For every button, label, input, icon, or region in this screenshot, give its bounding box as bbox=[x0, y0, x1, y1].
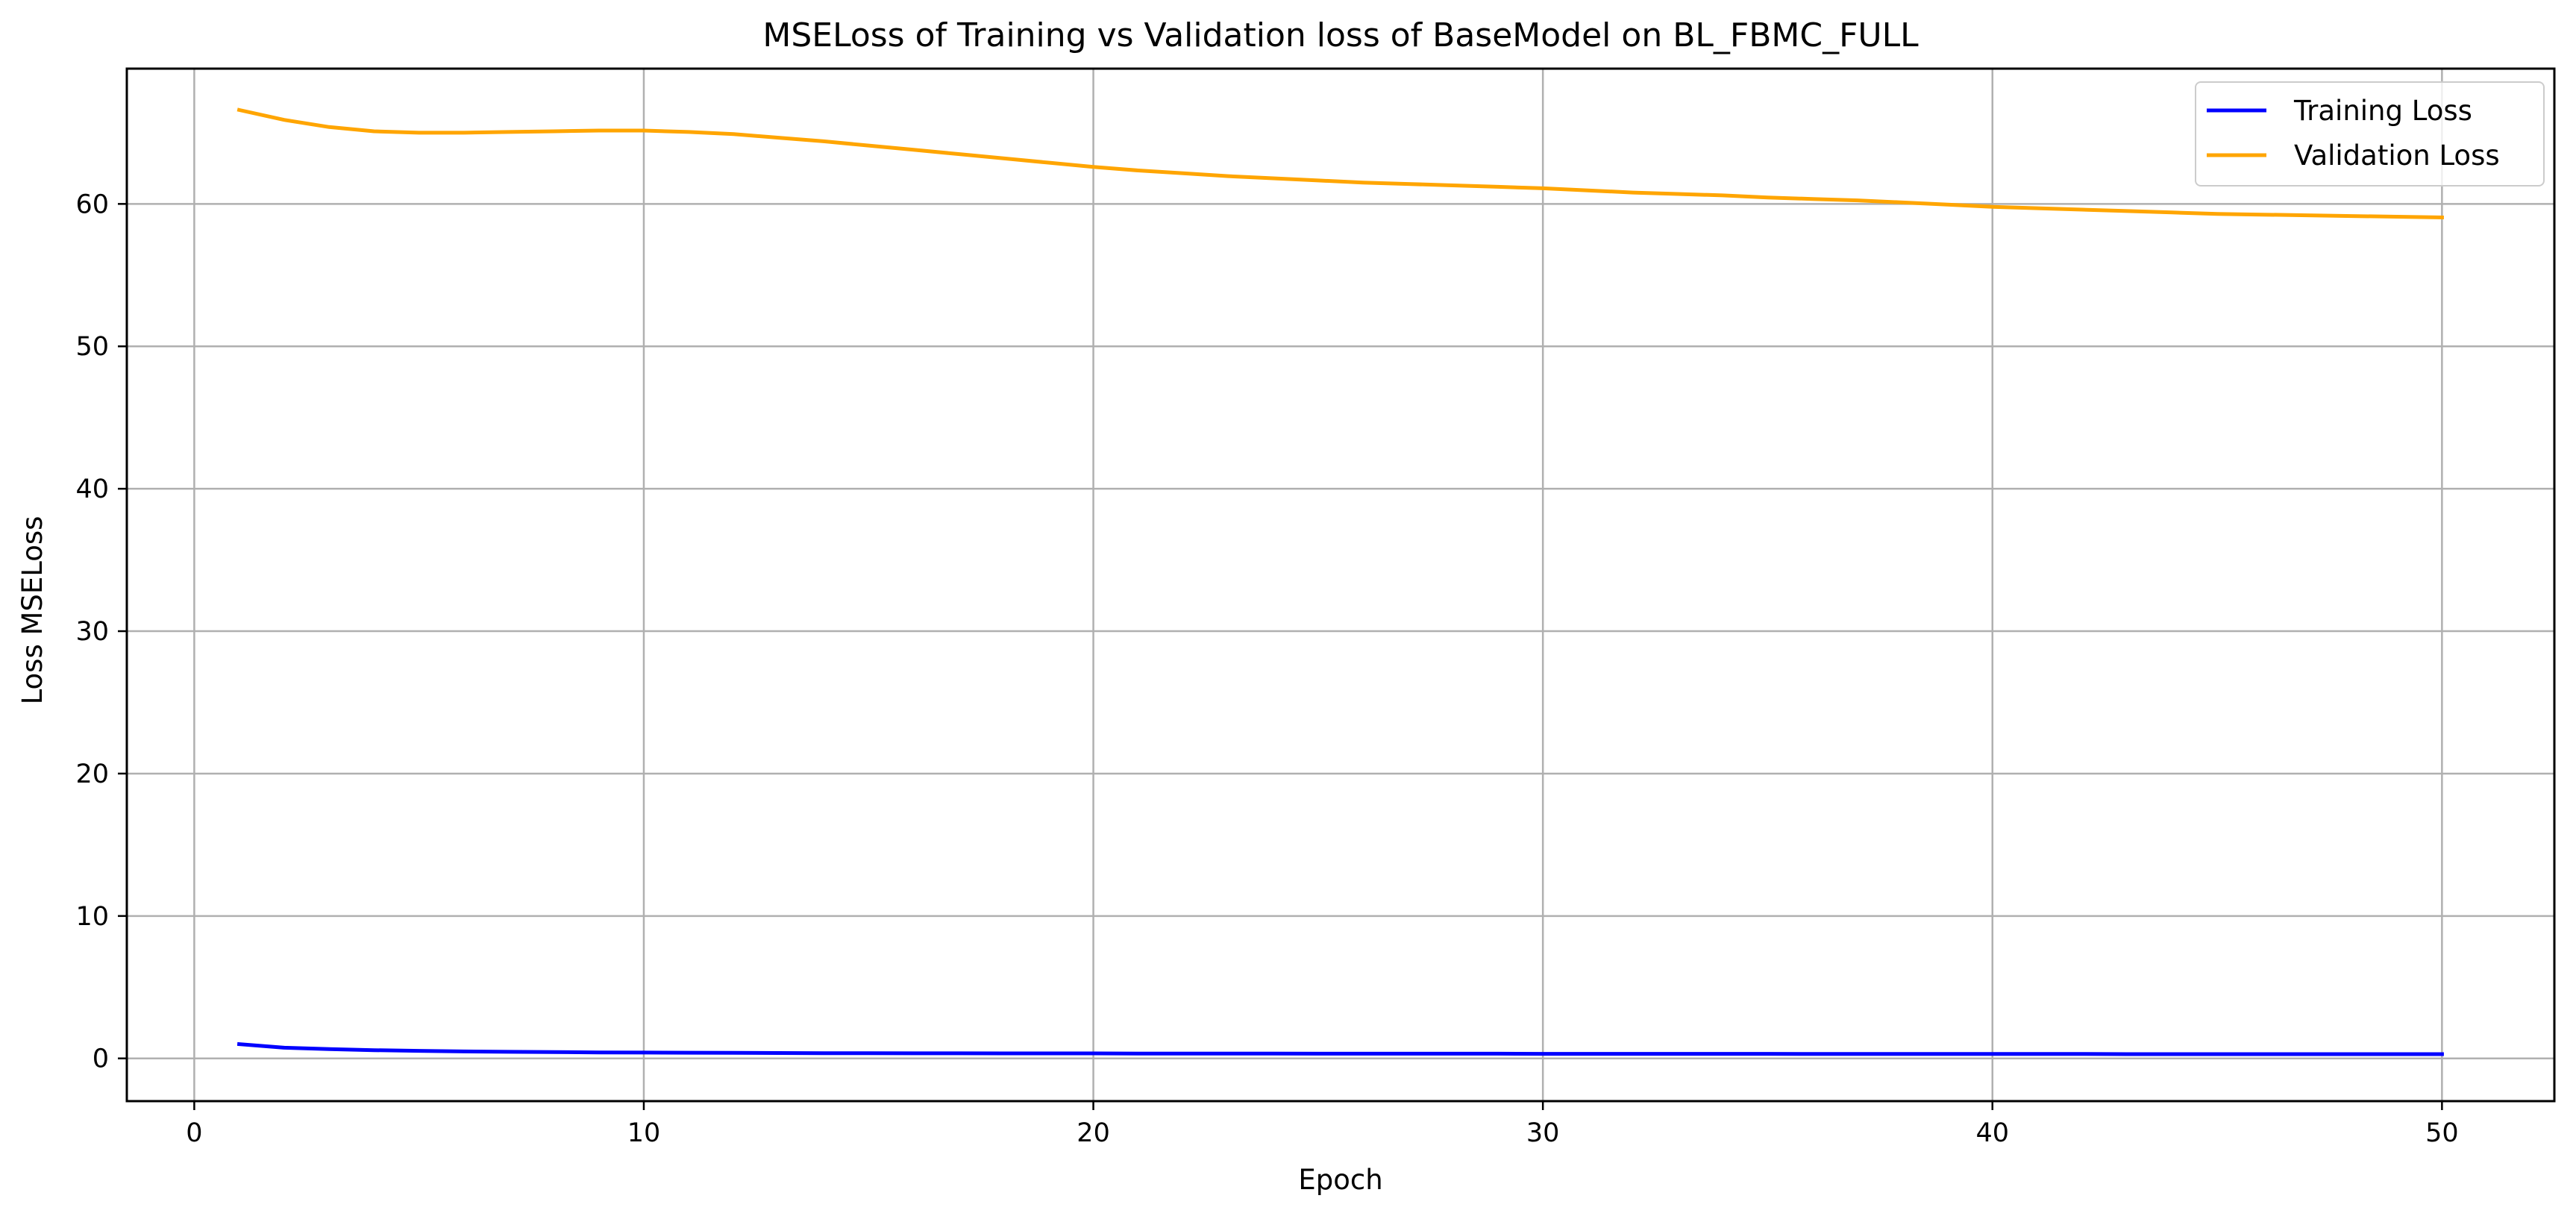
x-tick-label: 40 bbox=[1975, 1118, 2009, 1148]
chart-title: MSELoss of Training vs Validation loss o… bbox=[762, 16, 1919, 54]
x-tick-label: 0 bbox=[186, 1118, 202, 1148]
y-tick-label: 0 bbox=[93, 1044, 109, 1074]
y-tick-label: 40 bbox=[75, 474, 109, 504]
x-tick-label: 50 bbox=[2425, 1118, 2459, 1148]
y-tick-label: 60 bbox=[75, 189, 109, 219]
x-tick-label: 30 bbox=[1526, 1118, 1560, 1148]
legend-label-training: Training Loss bbox=[2293, 95, 2472, 127]
grid-lines bbox=[127, 69, 2554, 1101]
series-lines bbox=[236, 107, 2444, 1056]
y-tick-label: 10 bbox=[75, 902, 109, 932]
y-tick-label: 20 bbox=[75, 759, 109, 789]
x-tick-label: 10 bbox=[627, 1118, 661, 1148]
y-tick-label: 50 bbox=[75, 332, 109, 362]
x-axis-ticks: 0 10 20 30 40 50 bbox=[186, 1101, 2459, 1148]
y-tick-label: 30 bbox=[75, 617, 109, 647]
y-axis-ticks: 0 10 20 30 40 50 60 bbox=[75, 189, 127, 1074]
legend-label-validation: Validation Loss bbox=[2294, 140, 2500, 172]
legend: Training Loss Validation Loss bbox=[2195, 81, 2545, 187]
series-line-training-loss bbox=[236, 1041, 2444, 1056]
y-axis-label: Loss MSELoss bbox=[16, 516, 48, 705]
legend-box bbox=[2195, 81, 2545, 187]
x-axis-label: Epoch bbox=[1298, 1164, 1382, 1196]
x-tick-label: 20 bbox=[1077, 1118, 1110, 1148]
plot-area-frame bbox=[125, 67, 2556, 1103]
series-line-validation-loss bbox=[236, 107, 2444, 220]
